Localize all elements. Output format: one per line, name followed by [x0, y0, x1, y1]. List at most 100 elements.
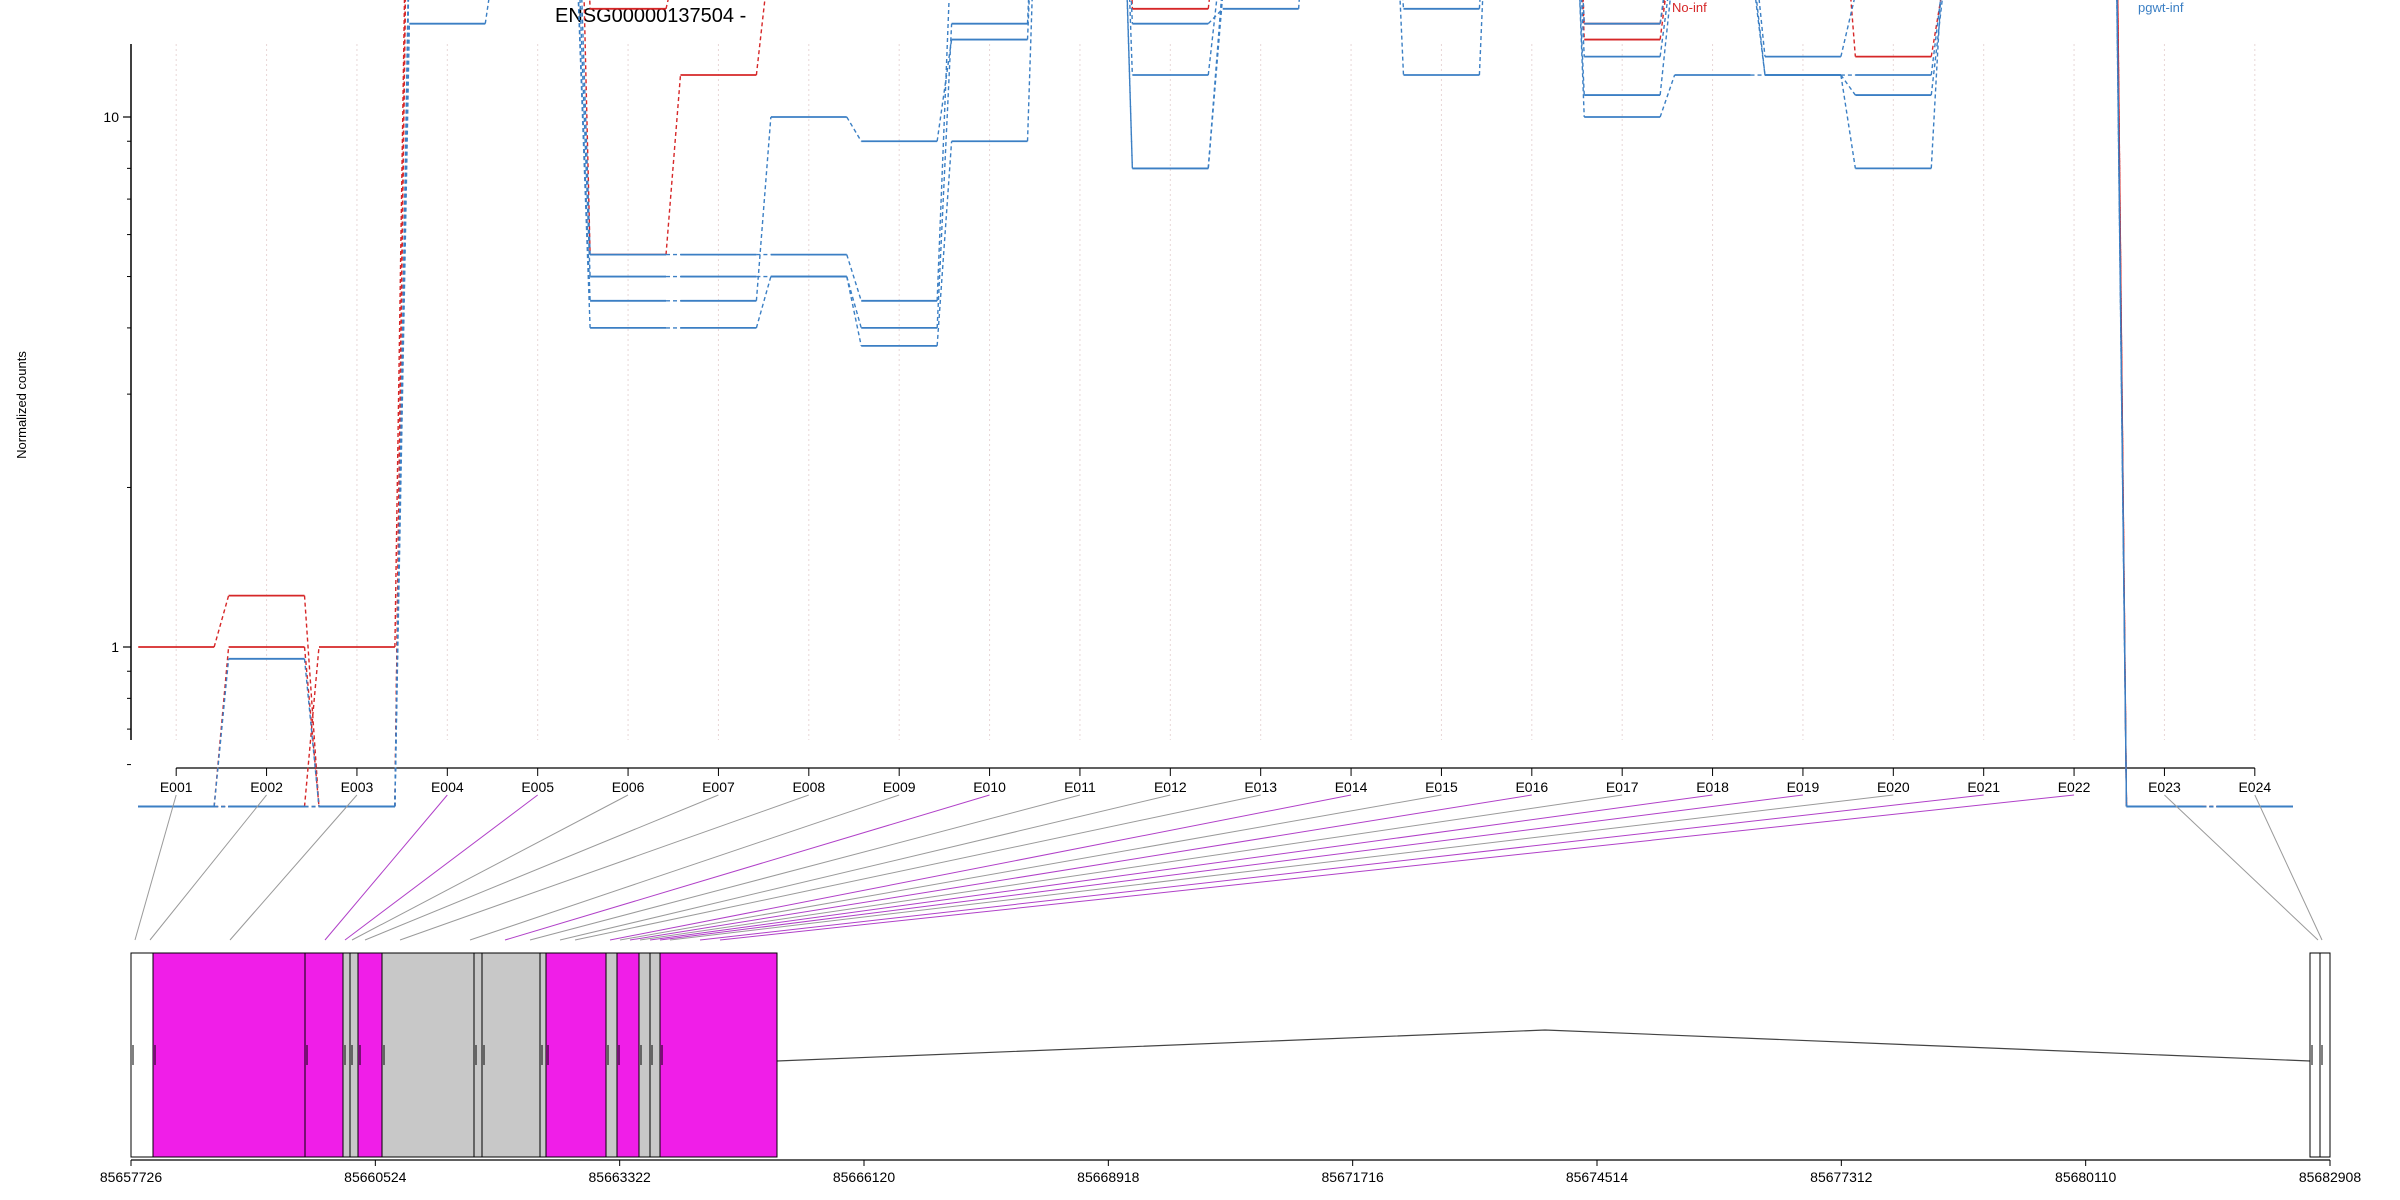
- series-pgwt-inf-sample-3: [138, 0, 2293, 808]
- x-tick-label-E003: E003: [341, 779, 374, 795]
- x-tick-label-E014: E014: [1335, 779, 1368, 795]
- series-connector: [1402, 0, 1405, 9]
- series-connector: [1478, 0, 1481, 9]
- series-connector: [936, 23, 953, 328]
- series-connector: [1758, 0, 1766, 57]
- connector-E010: [504, 794, 990, 941]
- series-No-inf-sample-4: [138, 0, 2293, 808]
- connector-E007: [364, 794, 719, 941]
- series-connector: [394, 0, 406, 648]
- exon-block-3: [304, 952, 344, 1158]
- series-connector: [846, 254, 862, 302]
- connector-E015: [619, 794, 1442, 941]
- series-connector: [936, 0, 950, 301]
- x-tick-label-E019: E019: [1787, 779, 1820, 795]
- series-No-inf-sample-1: [138, 0, 2293, 808]
- x-tick-label-E018: E018: [1696, 779, 1729, 795]
- exon-block-6: [357, 952, 383, 1158]
- legend-label-no-inf: No-inf: [1672, 0, 1707, 15]
- series-connector: [1126, 0, 1134, 169]
- series-connector: [936, 141, 953, 346]
- connector-E008: [399, 794, 809, 941]
- y-tick-label-1: 1: [111, 639, 119, 655]
- exon-block-5: [349, 952, 359, 1158]
- exon-connectors: [134, 794, 2323, 941]
- series-pgwt-inf-sample-2: [138, 0, 2293, 808]
- x-tick-label-E004: E004: [431, 779, 464, 795]
- series-connector: [394, 23, 411, 807]
- series-connector: [1659, 0, 1671, 96]
- exon-block-10: [539, 952, 547, 1158]
- x-tick-label-E001: E001: [160, 779, 193, 795]
- sample-series: [138, 0, 2293, 808]
- series-connector: [1579, 0, 1585, 118]
- connector-E018: [649, 794, 1713, 941]
- series-connector: [1930, 0, 1942, 57]
- genomic-tick-label-85671716: 85671716: [1322, 1169, 1385, 1185]
- x-tick-label-E006: E006: [612, 779, 645, 795]
- x-tick-label-E011: E011: [1064, 779, 1096, 795]
- legend-label-pgwt-inf: pgwt-inf: [2138, 0, 2184, 15]
- exon-block-11: [545, 952, 607, 1158]
- x-tick-label-E016: E016: [1515, 779, 1548, 795]
- series-connector: [579, 0, 591, 277]
- series-connector: [1207, 0, 1218, 76]
- series-connector: [755, 0, 766, 76]
- x-tick-label-E023: E023: [2148, 779, 2181, 795]
- series-connector: [1207, 0, 1223, 169]
- exon-block-4: [342, 952, 351, 1158]
- series-connector: [1930, 0, 1942, 169]
- series-No-inf-sample-3: [138, 0, 2293, 808]
- gene-model: 85657726 85660524 85663322 85666120 85668918…: [100, 952, 2361, 1185]
- series-connector: [2116, 0, 2128, 807]
- series-connector: [1840, 0, 1855, 57]
- series-connector: [1207, 0, 1224, 169]
- connector-E013: [574, 794, 1261, 941]
- series-connector: [1026, 0, 1033, 142]
- connector-E003: [229, 794, 358, 941]
- series-connector: [1659, 74, 1676, 118]
- series-connector: [1478, 0, 1484, 76]
- series-connector: [936, 39, 953, 142]
- series-connector: [484, 0, 490, 24]
- connector-E005: [344, 794, 538, 941]
- series-connector: [1126, 0, 1134, 169]
- connector-E022: [719, 794, 2075, 941]
- connector-E020: [669, 794, 1894, 941]
- exon-block-8: [473, 952, 483, 1158]
- series-pgwt-inf-sample-1: [138, 0, 2293, 808]
- series-connector: [755, 276, 772, 329]
- genomic-tick-label-85680110: 85680110: [2055, 1169, 2116, 1185]
- series-No-inf-sample-2: [138, 0, 2293, 808]
- exon-block-7: [381, 952, 475, 1158]
- exon-block-16: [659, 952, 778, 1158]
- connector-E001: [134, 794, 177, 941]
- axes: 110203050100200E001E002E003E004E005E006E…: [103, 44, 2271, 795]
- series-connector: [1930, 0, 1942, 76]
- x-tick-label-E015: E015: [1425, 779, 1458, 795]
- x-tick-label-E005: E005: [521, 779, 554, 795]
- series-connector: [1128, 0, 1134, 76]
- genomic-tick-label-85677312: 85677312: [1810, 1169, 1873, 1185]
- y-tick-label-10: 10: [103, 109, 119, 125]
- series-connector: [846, 116, 862, 142]
- exon-block-18: [2319, 952, 2331, 1158]
- chart-title: ENSG00000137504 -: [555, 5, 746, 27]
- x-tick-label-E013: E013: [1244, 779, 1277, 795]
- x-tick-label-E007: E007: [702, 779, 735, 795]
- connector-E021: [699, 794, 1984, 941]
- connector-E016: [629, 794, 1532, 941]
- series-connector: [213, 595, 230, 648]
- connector-E004: [324, 794, 448, 941]
- series-connector: [1755, 0, 1766, 76]
- series-connector: [1399, 0, 1405, 76]
- exon-block-13: [616, 952, 640, 1158]
- series-pgwt-inf-sample-4: [138, 0, 2293, 808]
- series-connector: [1850, 0, 1857, 57]
- x-tick-label-E010: E010: [973, 779, 1006, 795]
- series-connector: [1755, 0, 1766, 76]
- x-tick-label-E017: E017: [1606, 779, 1639, 795]
- connector-E012: [559, 794, 1171, 941]
- genomic-tick-label-85674514: 85674514: [1566, 1169, 1629, 1185]
- x-tick-label-E009: E009: [883, 779, 916, 795]
